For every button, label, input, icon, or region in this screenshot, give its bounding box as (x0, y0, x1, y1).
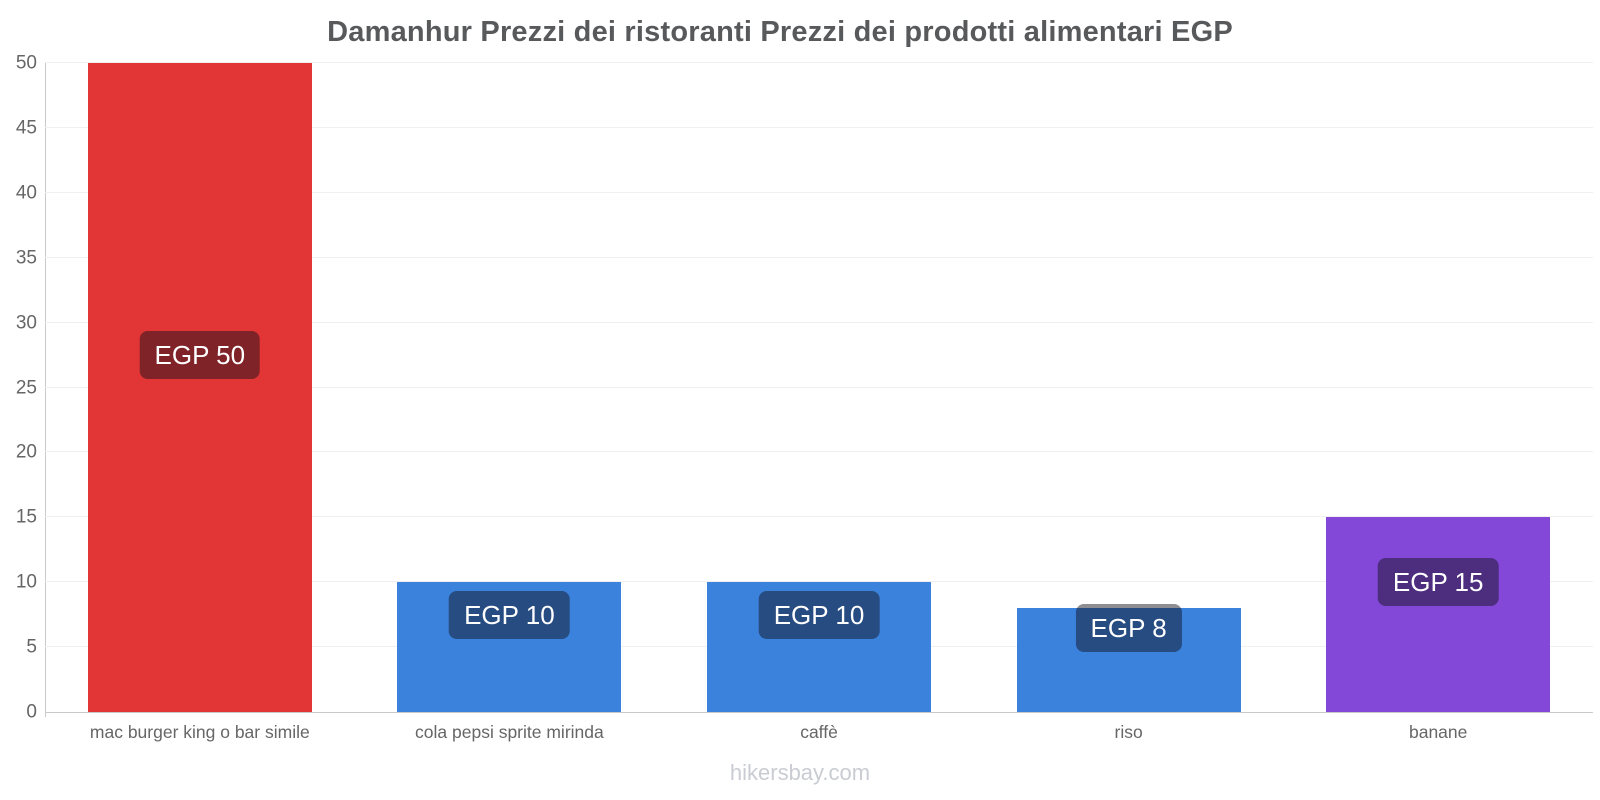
gridline-15 (45, 516, 1593, 518)
x-category-label-riso: riso (1114, 722, 1143, 742)
y-axis-labels: 0 5 10 15 20 25 30 35 40 45 50 (0, 54, 37, 722)
gridline-25 (45, 386, 1593, 388)
y-tick-label-40: 40 (15, 182, 37, 204)
value-label-banane: EGP 15 (1377, 558, 1499, 607)
watermark-link[interactable]: hikersbay.com (729, 760, 871, 785)
value-label-caffè: EGP 10 (758, 590, 880, 639)
bar-banane[interactable] (1326, 517, 1551, 712)
y-tick-label-20: 20 (15, 441, 37, 463)
y-tick-label-25: 25 (15, 377, 37, 398)
gridline-45 (45, 126, 1593, 128)
y-tick-label-0: 0 (26, 701, 37, 723)
x-category-label-mac-burger-king-o-bar-simile: mac burger king o bar simile (89, 722, 310, 742)
gridline-50 (45, 62, 1593, 63)
gridline-35 (45, 256, 1593, 258)
gridline-30 (45, 321, 1593, 323)
gridline-10 (45, 581, 1593, 583)
y-tick-label-35: 35 (15, 247, 37, 269)
y-tick-label-50: 50 (15, 52, 37, 74)
gridline-20 (45, 451, 1593, 453)
y-tick-label-5: 5 (26, 636, 37, 658)
x-axis-line (45, 712, 1593, 713)
y-tick-label-15: 15 (15, 506, 37, 528)
value-label-cola-pepsi-sprite-mirinda: EGP 10 (449, 590, 570, 639)
x-axis-labels: mac burger king o bar simile cola pepsi s… (45, 712, 1593, 742)
y-tick-label-10: 10 (15, 571, 37, 593)
y-tick-label-30: 30 (15, 312, 37, 334)
bar-mac-burger-king-o-bar-simile[interactable] (87, 63, 312, 712)
bar-cola-pepsi-sprite-mirinda[interactable] (397, 582, 622, 712)
value-label-riso: EGP 8 (1075, 603, 1182, 652)
bar-caffè[interactable] (707, 582, 931, 712)
y-tick-label-45: 45 (15, 117, 37, 139)
x-category-label-banane: banane (1408, 722, 1468, 742)
x-category-label-caffè: caffè (800, 722, 838, 742)
plot-area: EGP 50 EGP 10 EGP 10 EGP 8 EGP 15 (45, 62, 1593, 717)
chart-title: Damanhur Prezzi dei ristoranti Prezzi de… (327, 16, 1233, 48)
y-axis-line (45, 63, 46, 717)
bar-riso[interactable] (1016, 608, 1241, 712)
gridline-40 (45, 191, 1593, 193)
x-category-label-cola-pepsi-sprite-mirinda: cola pepsi sprite mirinda (415, 722, 604, 742)
value-label-mac-burger-king-o-bar-simile: EGP 50 (139, 331, 261, 380)
